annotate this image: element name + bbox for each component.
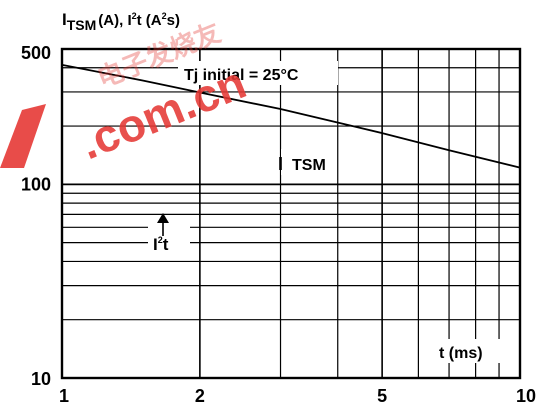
y-axis-label: ITSM (A), I2t (A2s) xyxy=(62,10,180,33)
annotation-tj: Tj initial = 25°C xyxy=(184,67,299,84)
i2t-arrow-head xyxy=(157,213,169,223)
x-label-backing xyxy=(432,339,506,363)
itsm-label-backing xyxy=(281,149,337,175)
watermark-bar xyxy=(0,104,46,168)
plot-frame xyxy=(60,47,522,380)
x-tick-label: 10 xyxy=(516,386,536,406)
labels-group: ITSM (A), I2t (A2s) Tj initial = 25°C I TSM I… xyxy=(62,10,506,363)
x-axis-label: t (ms) xyxy=(439,345,483,362)
x-tick-label: 5 xyxy=(377,386,387,406)
y-tick-label: 100 xyxy=(21,174,51,194)
i2t-label: I2t xyxy=(153,235,169,254)
ticks-group: 1 2 5 10 10 100 500 xyxy=(21,43,536,406)
axes xyxy=(60,47,522,380)
i2t-label-backing xyxy=(148,226,190,254)
grid xyxy=(62,49,520,378)
x-tick-label: 1 xyxy=(59,386,69,406)
itsm-label-i: I xyxy=(278,154,283,174)
x-tick-label: 2 xyxy=(195,386,205,406)
itsm-label-tsm: TSM xyxy=(292,157,326,174)
series-group xyxy=(61,63,521,169)
series-line-itsm xyxy=(61,63,521,169)
y-tick-label: 10 xyxy=(31,369,51,389)
annotation-backing xyxy=(178,61,338,85)
y-tick-label: 500 xyxy=(21,43,51,63)
